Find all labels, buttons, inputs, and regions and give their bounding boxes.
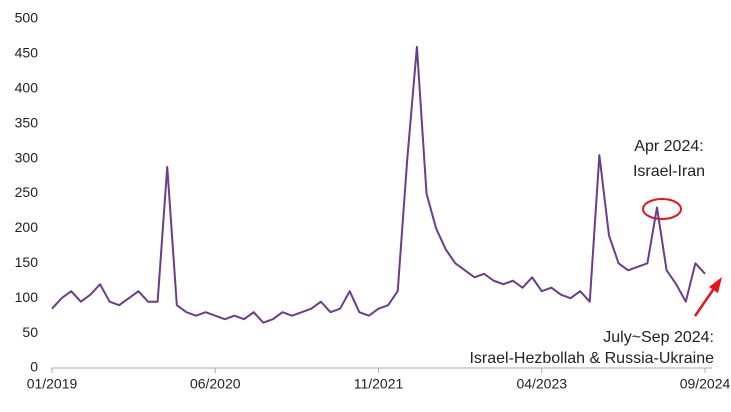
y-tick-label: 300 xyxy=(15,149,39,165)
annotation: Israel-Iran xyxy=(633,163,705,180)
x-tick-label: 11/2021 xyxy=(354,376,404,392)
y-tick-label: 150 xyxy=(15,254,39,270)
x-tick-label: 09/2024 xyxy=(680,376,731,392)
y-tick-label: 450 xyxy=(15,45,39,61)
y-tick-label: 400 xyxy=(15,80,39,96)
x-tick-label: 06/2020 xyxy=(190,376,241,392)
y-tick-label: 50 xyxy=(22,324,38,340)
y-tick-label: 500 xyxy=(15,10,39,26)
y-tick-label: 0 xyxy=(30,359,38,375)
annotation: Apr 2024: xyxy=(634,138,703,155)
annotation: Israel-Hezbollah & Russia-Ukraine xyxy=(469,350,714,367)
x-tick-label: 04/2023 xyxy=(516,376,567,392)
series-line xyxy=(51,45,706,324)
highlight-ellipse xyxy=(642,198,682,220)
arrow-head xyxy=(709,277,722,293)
y-tick-label: 200 xyxy=(15,219,39,235)
y-tick-label: 350 xyxy=(15,114,39,130)
y-tick-label: 250 xyxy=(15,184,39,200)
arrow-shaft xyxy=(693,286,717,317)
x-tick-label: 01/2019 xyxy=(27,376,78,392)
y-tick-label: 100 xyxy=(15,289,39,305)
annotation: July~Sep 2024: xyxy=(603,329,714,346)
